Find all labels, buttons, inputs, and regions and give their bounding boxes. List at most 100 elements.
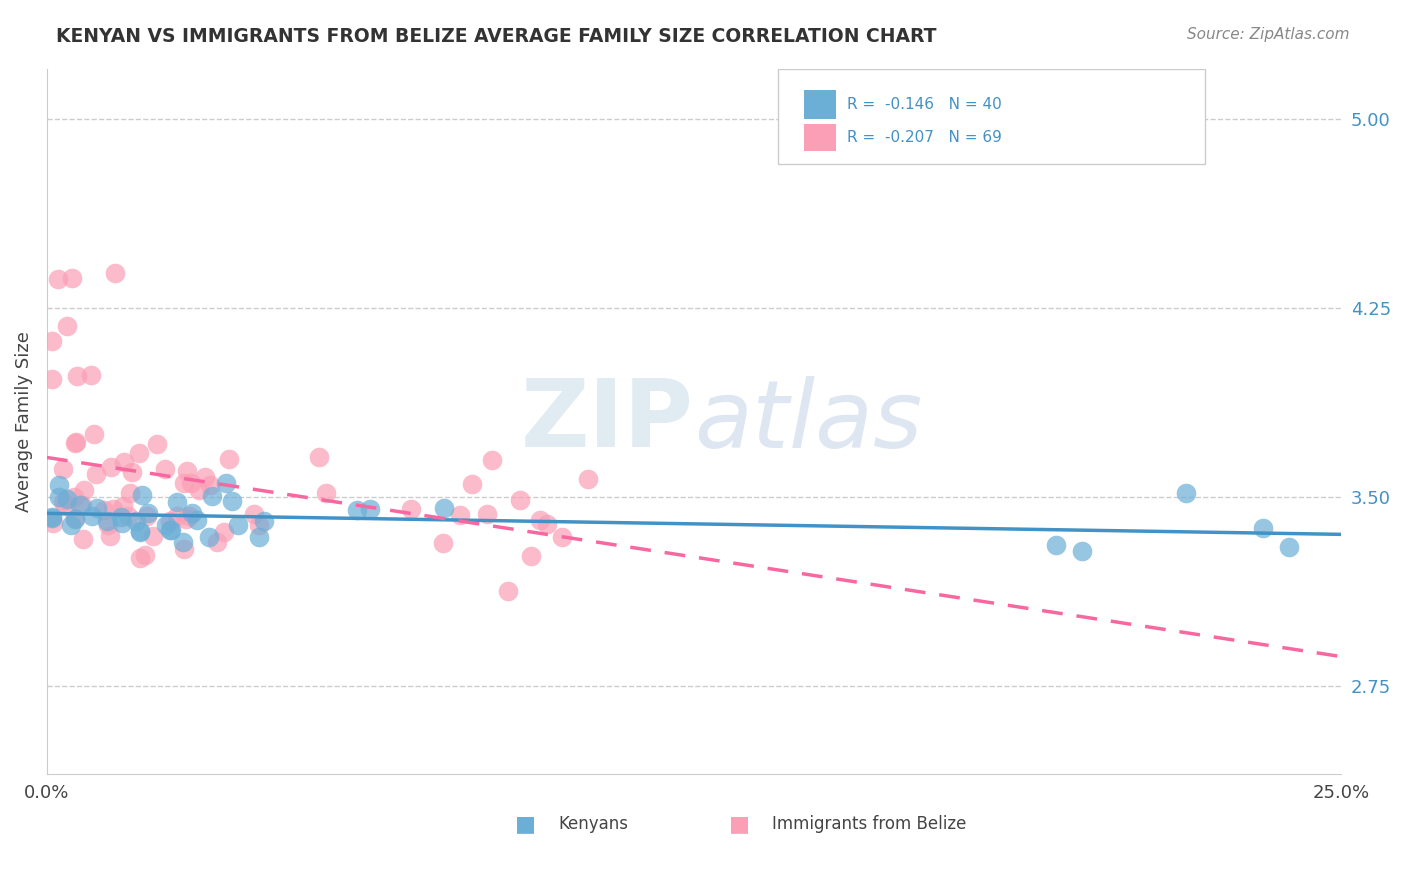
FancyBboxPatch shape — [804, 90, 837, 120]
Point — [1045, 538, 1067, 552]
Point — [315, 486, 337, 500]
Point — [136, 506, 159, 520]
Point — [243, 507, 266, 521]
Point — [65, 511, 87, 525]
Point — [193, 470, 215, 484]
Point — [80, 508, 103, 523]
Point — [198, 478, 221, 492]
Point — [145, 437, 167, 451]
Point — [181, 506, 204, 520]
Point — [481, 453, 503, 467]
Point — [65, 368, 87, 383]
Text: ZIP: ZIP — [522, 376, 695, 467]
Point — [172, 534, 194, 549]
Point — [128, 551, 150, 566]
Point — [536, 516, 558, 531]
Point — [83, 427, 105, 442]
Point — [221, 494, 243, 508]
Point — [509, 492, 531, 507]
Point — [103, 501, 125, 516]
Point — [56, 318, 79, 333]
Point — [576, 472, 599, 486]
Point — [212, 524, 235, 539]
Point — [174, 512, 197, 526]
Point — [72, 532, 94, 546]
Point — [131, 488, 153, 502]
Point — [155, 517, 177, 532]
Point — [52, 462, 75, 476]
Point — [359, 502, 381, 516]
Point — [53, 500, 76, 514]
Text: Immigrants from Belize: Immigrants from Belize — [772, 814, 966, 833]
Point — [112, 455, 135, 469]
Point — [65, 511, 87, 525]
FancyBboxPatch shape — [778, 69, 1205, 164]
Point — [63, 436, 86, 450]
Point — [247, 530, 270, 544]
Point — [166, 495, 188, 509]
Point — [70, 498, 93, 512]
Point — [308, 450, 330, 464]
Point — [80, 368, 103, 382]
Point — [93, 503, 115, 517]
Point — [48, 490, 70, 504]
Point — [226, 518, 249, 533]
Point — [52, 495, 75, 509]
Point — [477, 507, 499, 521]
Point — [159, 514, 181, 528]
Point — [111, 516, 134, 531]
Point — [496, 583, 519, 598]
Point — [63, 490, 86, 504]
Point — [142, 529, 165, 543]
Point — [111, 500, 134, 514]
Point — [41, 334, 63, 349]
Point — [110, 509, 132, 524]
Text: ■: ■ — [728, 814, 749, 834]
Point — [129, 525, 152, 540]
Point — [42, 516, 65, 530]
Point — [160, 524, 183, 538]
Point — [433, 500, 456, 515]
Point — [449, 508, 471, 523]
Point — [135, 509, 157, 524]
FancyBboxPatch shape — [804, 124, 837, 151]
Point — [529, 513, 551, 527]
Point — [173, 476, 195, 491]
Text: Kenyans: Kenyans — [558, 814, 628, 833]
Point — [551, 530, 574, 544]
Point — [48, 478, 70, 492]
Text: R =  -0.146   N = 40: R = -0.146 N = 40 — [846, 97, 1001, 112]
Text: atlas: atlas — [695, 376, 922, 467]
Point — [86, 501, 108, 516]
Point — [128, 445, 150, 459]
Point — [128, 524, 150, 538]
Point — [121, 465, 143, 479]
Point — [96, 514, 118, 528]
Point — [247, 518, 270, 533]
Point — [401, 502, 423, 516]
Point — [41, 510, 63, 524]
Point — [207, 535, 229, 549]
Point — [100, 460, 122, 475]
Point — [60, 271, 83, 285]
Point — [346, 503, 368, 517]
Point — [55, 491, 77, 506]
Point — [461, 477, 484, 491]
Point — [215, 475, 238, 490]
Text: ■: ■ — [515, 814, 536, 834]
Point — [179, 509, 201, 524]
Point — [1071, 544, 1094, 558]
Point — [98, 529, 121, 543]
Point — [65, 435, 87, 450]
Point — [218, 452, 240, 467]
Point — [173, 541, 195, 556]
Y-axis label: Average Family Size: Average Family Size — [15, 331, 32, 512]
Point — [186, 513, 208, 527]
Point — [97, 517, 120, 532]
Point — [519, 549, 541, 564]
Point — [73, 483, 96, 497]
Point — [432, 535, 454, 549]
Text: R =  -0.207   N = 69: R = -0.207 N = 69 — [846, 130, 1001, 145]
Point — [180, 475, 202, 490]
Point — [159, 523, 181, 537]
